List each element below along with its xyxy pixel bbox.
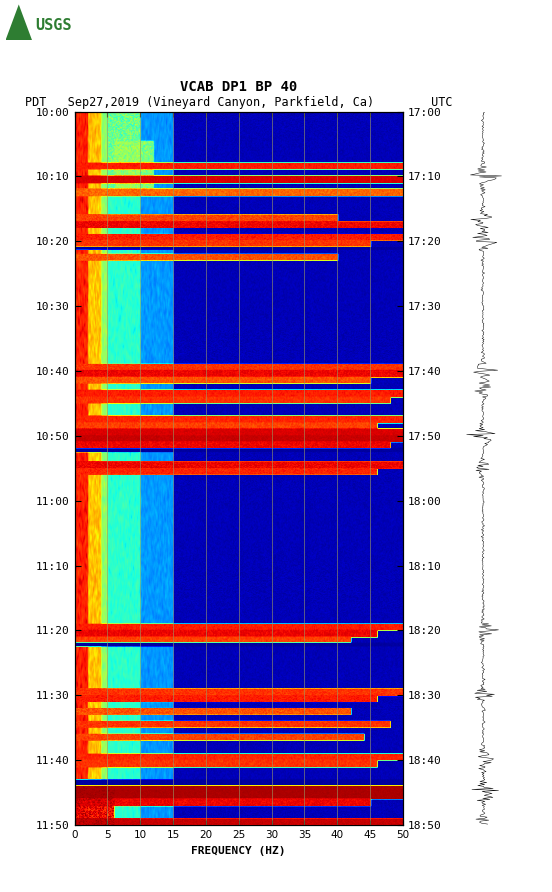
Text: VCAB DP1 BP 40: VCAB DP1 BP 40 <box>180 79 298 94</box>
Text: USGS: USGS <box>35 19 72 33</box>
Polygon shape <box>6 4 32 40</box>
Text: PDT   Sep27,2019 (Vineyard Canyon, Parkfield, Ca)        UTC: PDT Sep27,2019 (Vineyard Canyon, Parkfie… <box>25 95 453 109</box>
X-axis label: FREQUENCY (HZ): FREQUENCY (HZ) <box>192 846 286 855</box>
